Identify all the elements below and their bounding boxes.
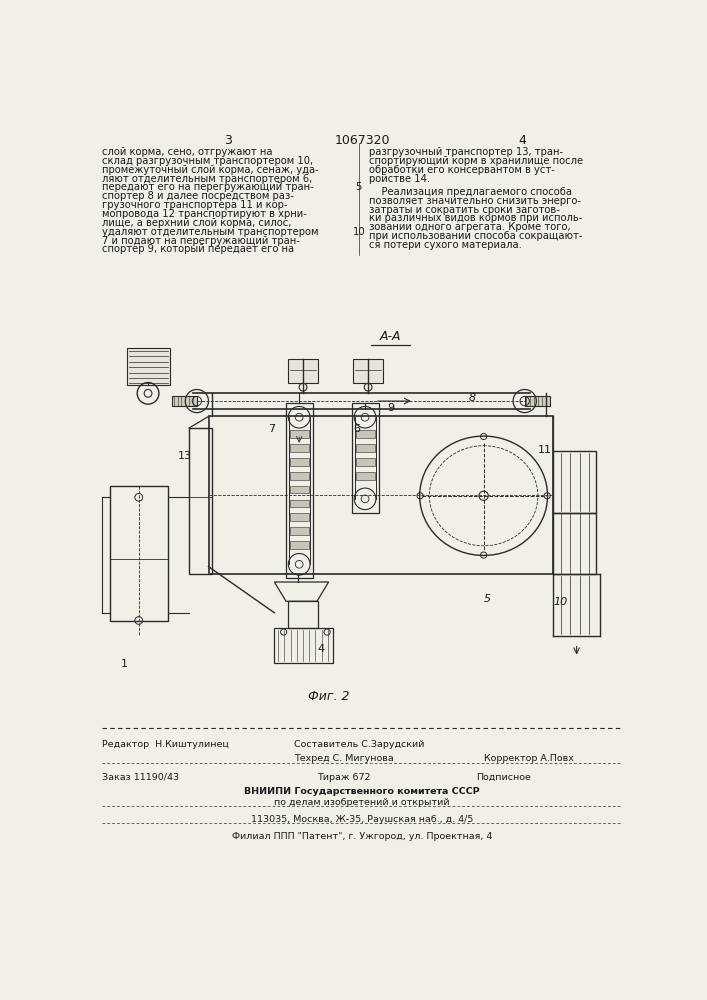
Text: А-А: А-А: [380, 330, 402, 343]
Text: при использовании способа сокращают-: при использовании способа сокращают-: [369, 231, 583, 241]
Text: передают его на перегружающий тран-: передают его на перегружающий тран-: [103, 182, 314, 192]
Text: 6: 6: [354, 424, 361, 434]
Text: 10: 10: [554, 597, 568, 607]
Text: затраты и сократить сроки заготов-: затраты и сократить сроки заготов-: [369, 205, 560, 215]
Bar: [290, 541, 309, 549]
Text: лище, а верхний слой корма, силос,: лище, а верхний слой корма, силос,: [103, 218, 292, 228]
Text: Фиг. 2: Фиг. 2: [308, 690, 349, 703]
Text: ляют отделительным транспортером 6,: ляют отделительным транспортером 6,: [103, 174, 312, 184]
Text: 7 и подают на перегружающий тран-: 7 и подают на перегружающий тран-: [103, 235, 300, 245]
Text: Редактор  Н.Киштулинец: Редактор Н.Киштулинец: [103, 740, 229, 749]
Bar: [290, 430, 309, 438]
Text: слой корма, сено, отгружают на: слой корма, сено, отгружают на: [103, 147, 273, 157]
Bar: [352, 403, 379, 513]
Text: Филиал ППП "Патент", г. Ужгород, ул. Проектная, 4: Филиал ППП "Патент", г. Ужгород, ул. Про…: [232, 832, 492, 841]
Bar: [554, 513, 596, 574]
Bar: [554, 451, 596, 513]
Text: 4: 4: [317, 644, 324, 654]
Bar: [290, 486, 309, 493]
Text: Корректор А.Повх: Корректор А.Повх: [484, 754, 573, 763]
Text: 5: 5: [484, 594, 491, 604]
Text: зовании одного агрегата. Кроме того,: зовании одного агрегата. Кроме того,: [369, 222, 571, 232]
Text: Составитель С.Зарудский: Составитель С.Зарудский: [293, 740, 424, 749]
Bar: [290, 527, 309, 535]
Bar: [290, 500, 309, 507]
Text: ки различных видов кормов при исполь-: ки различных видов кормов при исполь-: [369, 213, 583, 223]
Text: обработки его консервантом в уст-: обработки его консервантом в уст-: [369, 165, 555, 175]
Text: ройстве 14.: ройстве 14.: [369, 174, 430, 184]
Text: 4: 4: [518, 134, 526, 147]
Bar: [290, 444, 309, 452]
Text: Тираж 672: Тираж 672: [317, 773, 370, 782]
Bar: [290, 472, 309, 480]
Bar: [288, 601, 317, 628]
Bar: [354, 359, 383, 383]
Text: удаляют отделительным транспортером: удаляют отделительным транспортером: [103, 227, 319, 237]
Text: 8: 8: [468, 393, 475, 403]
Text: 11: 11: [538, 445, 552, 455]
Text: спортирующий корм в хранилище после: спортирующий корм в хранилище после: [369, 156, 583, 166]
Bar: [209, 416, 554, 574]
Bar: [356, 430, 375, 438]
Text: Техред С. Мигунова: Техред С. Мигунова: [293, 754, 394, 763]
Text: 9: 9: [387, 403, 394, 413]
Bar: [525, 396, 549, 406]
Text: грузочного транспортера 11 и кор-: грузочного транспортера 11 и кор-: [103, 200, 288, 210]
Text: ВНИИПИ Государственного комитета СССР: ВНИИПИ Государственного комитета СССР: [244, 787, 480, 796]
Bar: [290, 458, 309, 466]
Text: 3: 3: [224, 134, 232, 147]
Text: позволяет значительно снизить энерго-: позволяет значительно снизить энерго-: [369, 196, 581, 206]
Text: 113035, Москва, Ж-35, Раушская наб., д. 4/5: 113035, Москва, Ж-35, Раушская наб., д. …: [251, 815, 473, 824]
Text: промежуточный слой корма, сенаж, уда-: промежуточный слой корма, сенаж, уда-: [103, 165, 319, 175]
Bar: [288, 359, 317, 383]
Text: спортер 9, который передает его на: спортер 9, который передает его на: [103, 244, 294, 254]
Text: спортер 8 и далее посредством раз-: спортер 8 и далее посредством раз-: [103, 191, 294, 201]
Bar: [290, 513, 309, 521]
Text: 13: 13: [177, 451, 192, 461]
Bar: [356, 444, 375, 452]
Text: Реализация предлагаемого способа: Реализация предлагаемого способа: [369, 187, 572, 197]
Text: ся потери сухого материала.: ся потери сухого материала.: [369, 240, 522, 250]
Text: 7: 7: [268, 424, 275, 434]
Bar: [189, 428, 212, 574]
Text: склад разгрузочным транспортером 10,: склад разгрузочным транспортером 10,: [103, 156, 313, 166]
Text: Подписное: Подписное: [476, 773, 531, 782]
Text: Заказ 11190/43: Заказ 11190/43: [103, 773, 180, 782]
Bar: [127, 348, 170, 385]
Bar: [274, 628, 332, 663]
Bar: [286, 403, 313, 578]
Text: разгрузочный транспортер 13, тран-: разгрузочный транспортер 13, тран-: [369, 147, 563, 157]
Text: 5: 5: [356, 182, 362, 192]
Bar: [356, 458, 375, 466]
Bar: [172, 396, 197, 406]
Text: 1: 1: [121, 659, 128, 669]
Text: 1067320: 1067320: [334, 134, 390, 147]
Bar: [356, 472, 375, 480]
Text: 10: 10: [353, 227, 365, 237]
Text: по делам изобретений и открытий: по делам изобретений и открытий: [274, 798, 450, 807]
Text: мопровода 12 транспортируют в хрни-: мопровода 12 транспортируют в хрни-: [103, 209, 308, 219]
Bar: [110, 486, 168, 620]
